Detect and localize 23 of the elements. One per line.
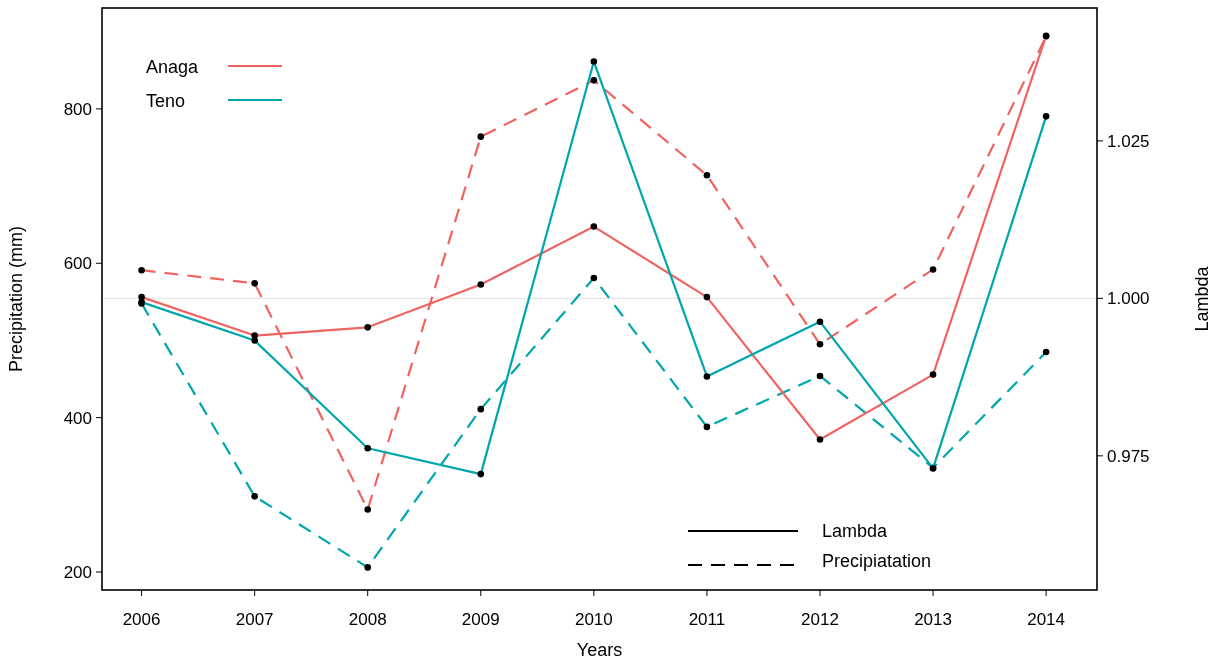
x-tick-label: 2010 <box>574 610 613 629</box>
x-tick-label: 2006 <box>122 610 161 629</box>
x-tick-label: 2009 <box>461 610 500 629</box>
x-tick-label: 2014 <box>1027 610 1066 629</box>
y2-tick-label: 0.975 <box>1107 446 1150 466</box>
y-tick-label: 400 <box>63 408 92 428</box>
annotation: Lambda <box>822 521 889 541</box>
x-axis-title: Years <box>576 640 623 660</box>
y2-tick-label: 1.000 <box>1107 289 1150 309</box>
x-tick-label: 2013 <box>914 610 952 629</box>
y-tick-label: 800 <box>63 99 92 119</box>
y-tick-label: 200 <box>63 563 92 583</box>
annotation: Precipiatation <box>822 551 932 571</box>
y2-tick-label: 1.025 <box>1107 131 1150 151</box>
x-tick-label: 2011 <box>688 610 726 629</box>
y2-axis-title: Lambda <box>1192 265 1212 332</box>
y-tick-label: 600 <box>63 254 92 274</box>
y-axis-title: Precipitation (mm) <box>6 225 26 373</box>
x-tick-label: 2008 <box>348 610 387 629</box>
legend-label: Teno <box>146 91 186 111</box>
x-tick-label: 2012 <box>801 610 839 629</box>
legend-label: Anaga <box>146 57 200 77</box>
x-tick-label: 2007 <box>235 610 274 629</box>
